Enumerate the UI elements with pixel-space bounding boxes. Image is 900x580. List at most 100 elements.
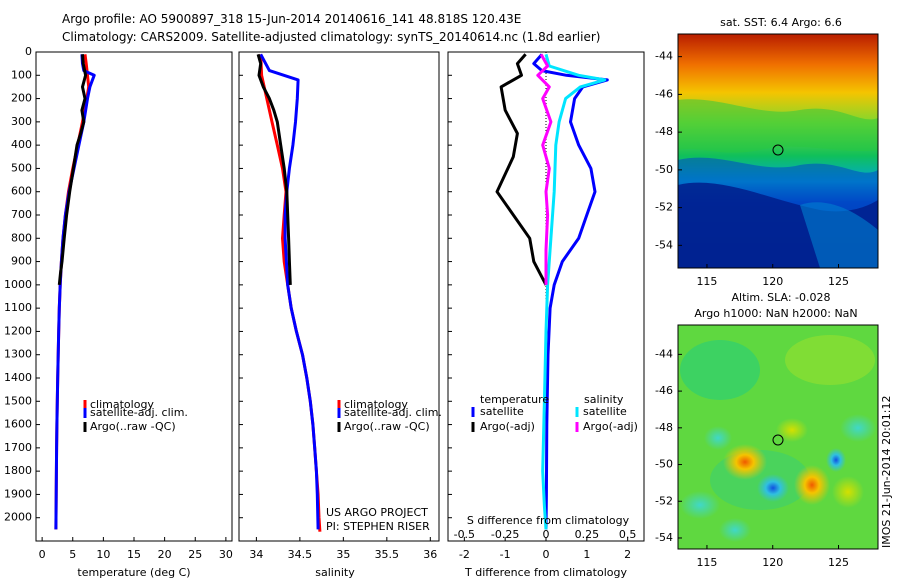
lat-tick-label: -46 — [655, 87, 673, 100]
x-tick-label: 20 — [158, 548, 172, 561]
y-tick-label: 600 — [11, 185, 32, 198]
lat-tick-label: -54 — [655, 238, 673, 251]
salinity-axes-frame — [238, 51, 440, 542]
series-line-temperature-satellite — [532, 53, 609, 530]
temperature-axes-frame — [35, 51, 233, 542]
legend-sal-argo: Argo(-adj) — [583, 420, 638, 433]
figure-title-line1: Argo profile: AO 5900897_318 15-Jun-2014… — [62, 12, 521, 26]
lon-tick-label: 120 — [762, 556, 783, 569]
salinity-x-label: salinity — [315, 566, 355, 579]
y-tick-label: 1200 — [4, 324, 32, 337]
difference-legend: temperature satellite Argo(-adj) salinit… — [471, 393, 638, 433]
x-tick-label: 36 — [423, 548, 437, 561]
series-line-satellite-adj-clim — [54, 54, 96, 530]
legend-argo: Argo(..raw -QC) — [90, 420, 176, 433]
lat-tick-label: -52 — [655, 494, 673, 507]
lat-tick-label: -52 — [655, 201, 673, 214]
sst-map-title: sat. SST: 6.4 Argo: 6.6 — [720, 16, 842, 29]
y-tick-label: 500 — [11, 161, 32, 174]
legend-salinity-title: salinity — [584, 393, 624, 406]
argo-position-marker — [772, 144, 784, 156]
series-line-argo-raw-qc — [57, 54, 88, 286]
imos-timestamp: IMOS 21-Jun-2014 20:01:12 — [880, 395, 893, 548]
salinity-legend: climatology satellite-adj. clim. Argo(..… — [337, 398, 442, 433]
legend-satellite-adj: satellite-adj. clim. — [90, 406, 188, 419]
x-tick-label: 1 — [583, 548, 590, 561]
series-line-temperature-argo-adj — [495, 53, 548, 286]
credit-pi: PI: STEPHEN RISER — [326, 520, 430, 533]
y-tick-label: 1300 — [4, 348, 32, 361]
lon-tick-label: 125 — [828, 275, 849, 288]
series-line-argo-raw-qc — [256, 53, 292, 285]
lat-tick-label: -48 — [655, 421, 673, 434]
lat-tick-label: -44 — [655, 50, 673, 63]
x-tick-label: -2 — [459, 548, 470, 561]
lat-tick-label: -44 — [655, 347, 673, 360]
s-diff-tick-label: 0 — [543, 528, 550, 541]
y-tick-label: 1600 — [4, 418, 32, 431]
y-tick-label: 900 — [11, 255, 32, 268]
credit-project: US ARGO PROJECT — [326, 506, 428, 519]
s-diff-tick-label: -0.5 — [454, 528, 475, 541]
lat-tick-label: -50 — [655, 458, 673, 471]
x-tick-label: 10 — [96, 548, 110, 561]
legend-argo: Argo(..raw -QC) — [344, 420, 430, 433]
lat-tick-label: -50 — [655, 163, 673, 176]
s-difference-x-label: S difference from climatology — [467, 514, 630, 527]
x-tick-label: 2 — [624, 548, 631, 561]
x-tick-label: 34 — [249, 548, 263, 561]
legend-satellite-adj: satellite-adj. clim. — [344, 406, 442, 419]
legend-sal-satellite: satellite — [583, 405, 627, 418]
x-tick-label: 5 — [69, 548, 76, 561]
argo-position-marker — [772, 434, 784, 446]
s-diff-tick-label: 0.25 — [575, 528, 600, 541]
y-tick-label: 800 — [11, 231, 32, 244]
x-tick-label: 34.5 — [288, 548, 313, 561]
s-diff-tick-label: -0.25 — [491, 528, 519, 541]
x-tick-label: 0 — [543, 548, 550, 561]
x-tick-label: 25 — [188, 548, 202, 561]
temperature-legend: climatology satellite-adj. clim. Argo(..… — [83, 398, 188, 433]
y-tick-label: 300 — [11, 115, 32, 128]
x-tick-label: -1 — [500, 548, 511, 561]
y-tick-label: 1100 — [4, 301, 32, 314]
y-tick-label: 0 — [25, 45, 32, 58]
legend-climatology: climatology — [90, 398, 154, 411]
x-tick-label: 0 — [39, 548, 46, 561]
sst-map — [677, 33, 879, 269]
y-tick-label: 1800 — [4, 464, 32, 477]
y-tick-label: 1000 — [4, 278, 32, 291]
t-difference-x-label: T difference from climatology — [464, 566, 627, 579]
s-diff-tick-label: 0.5 — [619, 528, 637, 541]
y-tick-label: 1500 — [4, 394, 32, 407]
sla-map-title-line2: Argo h1000: NaN h2000: NaN — [694, 307, 857, 320]
lat-tick-label: -46 — [655, 384, 673, 397]
y-tick-label: 1900 — [4, 487, 32, 500]
legend-temp-satellite: satellite — [480, 405, 524, 418]
lon-tick-label: 125 — [828, 556, 849, 569]
legend-climatology: climatology — [344, 398, 408, 411]
y-tick-label: 400 — [11, 138, 32, 151]
y-tick-label: 200 — [11, 92, 32, 105]
lat-tick-label: -48 — [655, 125, 673, 138]
lon-tick-label: 120 — [762, 275, 783, 288]
series-line-satellite-adj-clim — [259, 53, 320, 530]
lon-tick-label: 115 — [696, 275, 717, 288]
legend-temp-argo: Argo(-adj) — [480, 420, 535, 433]
x-tick-label: 30 — [219, 548, 233, 561]
lon-tick-label: 115 — [696, 556, 717, 569]
series-line-salinity-satellite — [541, 53, 607, 530]
figure-title-line2: Climatology: CARS2009. Satellite-adjuste… — [62, 30, 600, 44]
y-tick-label: 700 — [11, 208, 32, 221]
sla-map-title-line1: Altim. SLA: -0.028 — [731, 291, 830, 304]
series-line-salinity-argo-adj — [536, 53, 553, 285]
lat-tick-label: -54 — [655, 531, 673, 544]
legend-temperature-title: temperature — [480, 393, 549, 406]
y-tick-label: 1700 — [4, 441, 32, 454]
temperature-x-label: temperature (deg C) — [77, 566, 190, 579]
x-tick-label: 35.5 — [375, 548, 400, 561]
x-tick-label: 35 — [336, 548, 350, 561]
y-tick-label: 1400 — [4, 371, 32, 384]
y-tick-label: 2000 — [4, 511, 32, 524]
